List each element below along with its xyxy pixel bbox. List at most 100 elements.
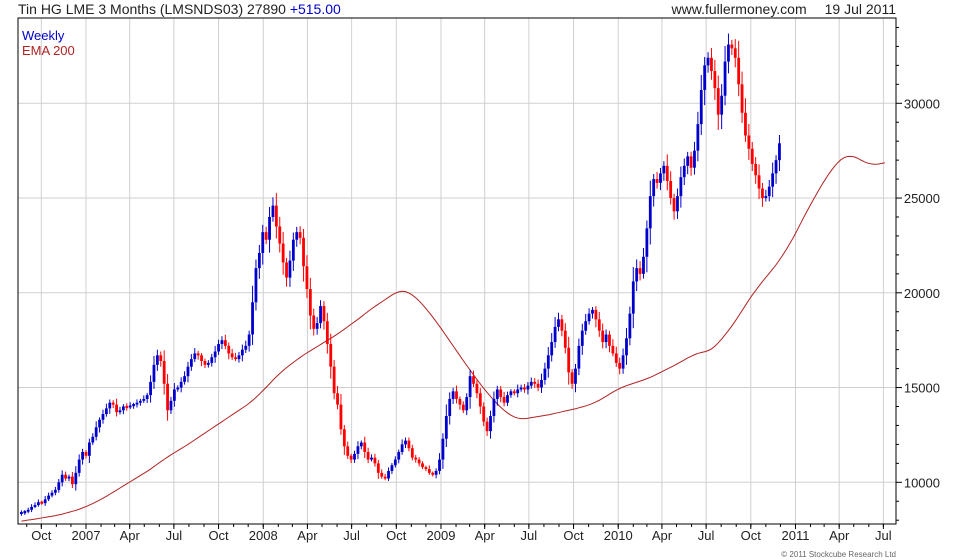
candle-body [196, 353, 200, 356]
ema-layer [21, 155, 885, 522]
candle-body [115, 404, 118, 413]
x-tick-label: 2011 [781, 528, 809, 543]
candle-body [336, 393, 339, 405]
candle-body [189, 359, 193, 367]
candle-body [366, 451, 370, 460]
candle-body [472, 376, 475, 384]
candle-body [679, 177, 683, 197]
plot-border [17, 17, 897, 525]
candle-body [193, 353, 197, 360]
site-link[interactable]: www.fullermoney.com [671, 1, 807, 17]
candle-body [291, 239, 295, 261]
candle-body [159, 355, 163, 362]
candle-body [118, 410, 122, 413]
candle-body [332, 366, 336, 394]
candle-body [203, 361, 207, 365]
candle-body [64, 474, 67, 479]
candle-body [516, 389, 520, 394]
candle-body [611, 345, 615, 354]
candle-body [251, 302, 254, 335]
candle-body [172, 389, 176, 401]
candle-body [424, 467, 428, 470]
candle-body [414, 457, 418, 460]
candle-body [285, 262, 288, 278]
candle-body [727, 44, 730, 62]
candle-body [441, 438, 445, 460]
candle-body [662, 165, 666, 174]
candle-body [693, 150, 696, 168]
candle-body [23, 511, 27, 514]
chart-title: Tin HG LME 3 Months (LMSNDS03) 27890 +51… [18, 1, 341, 17]
candle-body [455, 391, 458, 399]
candle-body [390, 465, 394, 471]
candle-body [557, 319, 560, 327]
x-tick-label: Jul [166, 528, 183, 543]
candle-body [183, 376, 186, 382]
x-tick-label: Jul [343, 528, 360, 543]
candle-body [482, 406, 486, 422]
candle-body [227, 345, 231, 354]
candle-body [764, 196, 768, 199]
candle-body [98, 419, 101, 428]
candle-body [710, 57, 713, 72]
x-tick-label: Jul [521, 528, 538, 543]
candle-body [553, 326, 557, 343]
candle-body [761, 188, 764, 199]
candle-body [699, 90, 703, 125]
candle-body [244, 345, 248, 350]
candle-body [37, 502, 40, 506]
candle-body [132, 404, 135, 407]
candle-body [308, 289, 312, 316]
candle-body [608, 334, 611, 346]
candle-body [149, 381, 152, 396]
legend-ema: EMA 200 [22, 43, 75, 58]
candle-body [771, 173, 775, 187]
candle-body [628, 313, 632, 339]
candle-body [744, 112, 747, 136]
candle-body [584, 321, 588, 331]
candle-body [359, 442, 363, 447]
candle-body [315, 323, 319, 329]
candle-body [778, 143, 781, 161]
x-tick-label: Oct [741, 528, 762, 543]
candle-body [757, 175, 761, 189]
candle-body [200, 355, 203, 362]
candle-body [111, 402, 115, 405]
candle-body [346, 446, 350, 456]
candle-body [543, 368, 547, 380]
candle-body [703, 65, 707, 91]
candle-body [444, 415, 448, 439]
candle-body [70, 476, 74, 485]
x-tick-label: Oct [208, 528, 229, 543]
symbol-title: Tin HG LME 3 Months (LMSNDS03) 27890 [18, 1, 286, 17]
price-change: +515.00 [289, 1, 341, 17]
candle-body [407, 440, 411, 449]
candle-body [672, 198, 676, 212]
x-tick-label: Apr [475, 528, 496, 543]
candle-body [329, 343, 333, 367]
candle-body [536, 383, 540, 388]
candle-body [601, 330, 605, 343]
y-tick-label: 15000 [904, 381, 940, 396]
x-tick-label: Apr [297, 528, 318, 543]
candle-body [247, 334, 251, 346]
candle-body [67, 476, 71, 479]
candle-body [274, 205, 278, 227]
candle-body [288, 260, 292, 278]
x-tick-label: 2009 [427, 528, 456, 543]
candle-body [387, 470, 390, 479]
candle-body [563, 330, 567, 348]
candle-body [240, 349, 244, 356]
candle-body [87, 442, 91, 456]
candle-body [305, 266, 309, 289]
candle-body [383, 476, 387, 479]
candle-body [43, 499, 47, 504]
candle-body [47, 495, 50, 500]
candle-body [747, 135, 751, 149]
candle-body [733, 48, 737, 58]
legend-weekly: Weekly [22, 28, 65, 43]
x-tick-label: 2008 [249, 528, 278, 543]
candle-body [478, 393, 482, 407]
candle-body [363, 442, 367, 452]
candle-body [373, 457, 377, 464]
